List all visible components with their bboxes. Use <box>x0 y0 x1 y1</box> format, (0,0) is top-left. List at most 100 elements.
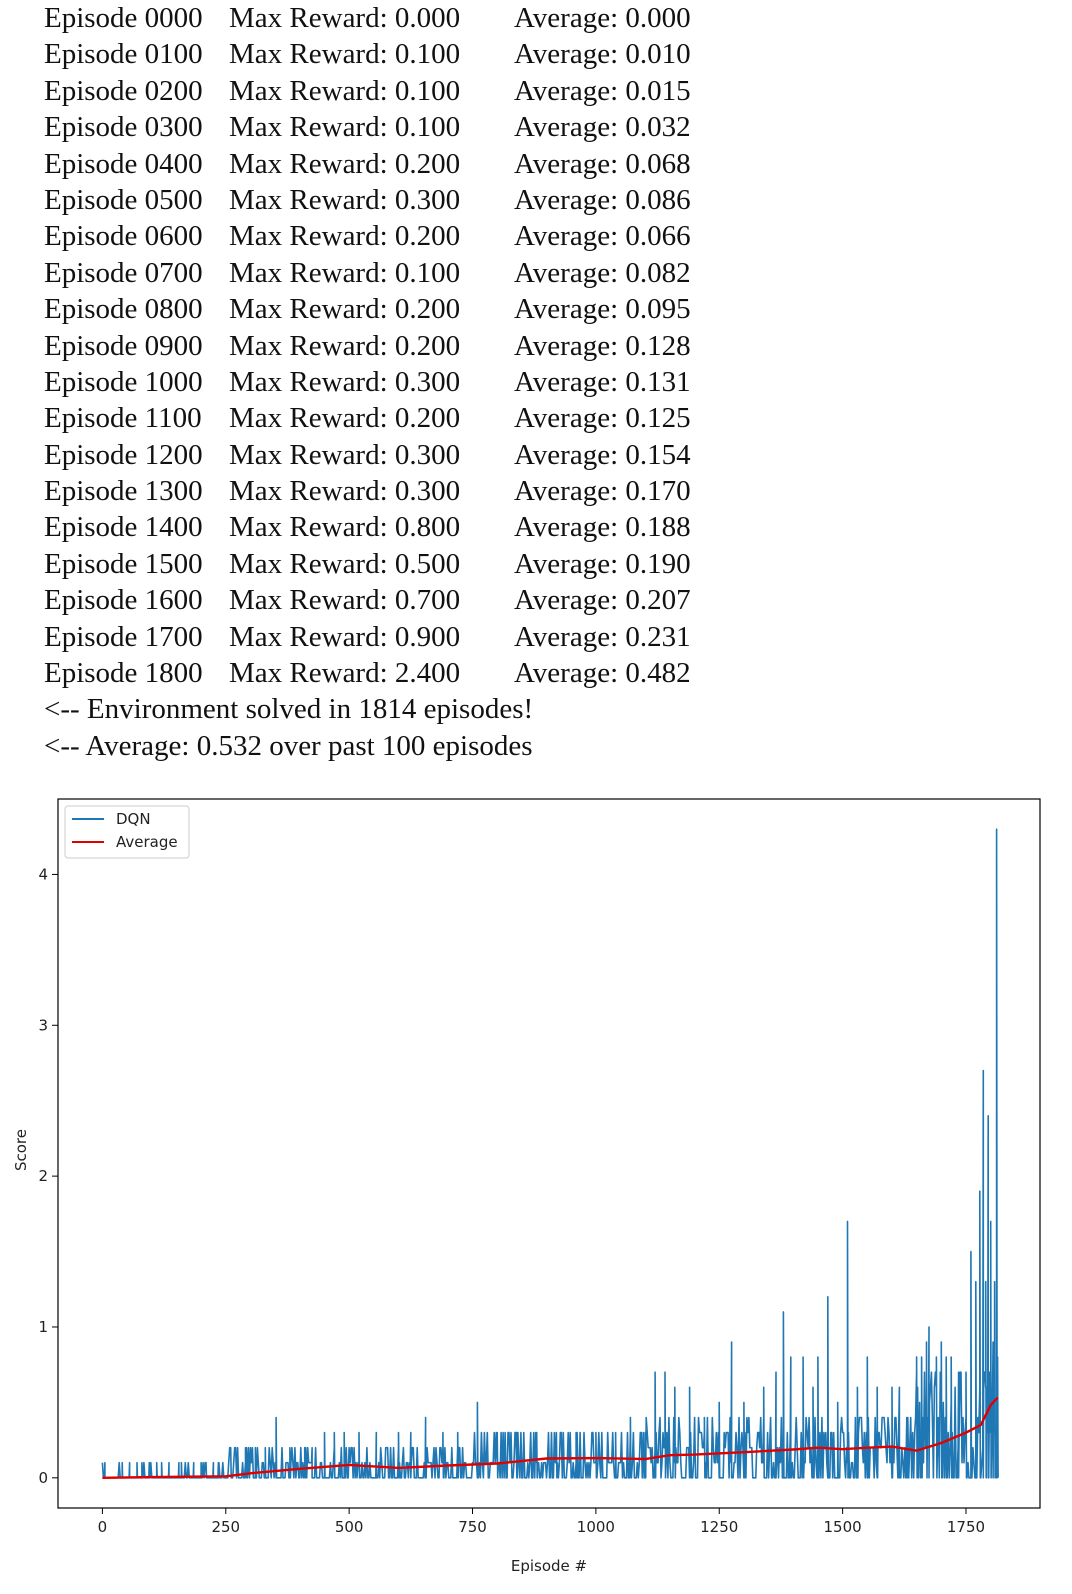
summary-average-message: <-- Average: 0.532 over past 100 episode… <box>44 728 1044 764</box>
average-label: Average: 0.066 <box>514 220 691 253</box>
x-tick-label: 1250 <box>700 1518 738 1536</box>
log-line: Episode 1000 Max Reward: 0.300 Average: 0.… <box>44 364 1044 400</box>
episode-label: Episode 1400 <box>44 511 203 544</box>
legend-average-label: Average <box>116 833 178 851</box>
x-tick-label: 500 <box>335 1518 364 1536</box>
average-label: Average: 0.082 <box>514 256 691 289</box>
max-reward-label: Max Reward: 0.200 <box>229 147 461 180</box>
dqn-series-line <box>101 828 999 1479</box>
average-label: Average: 0.231 <box>514 620 691 653</box>
max-reward-label: Max Reward: 0.200 <box>229 220 461 253</box>
episode-label: Episode 1500 <box>44 547 203 580</box>
log-line: Episode 0000 Max Reward: 0.000 Average: 0.… <box>44 0 1044 36</box>
average-label: Average: 0.068 <box>514 147 691 180</box>
episode-label: Episode 1000 <box>44 365 203 398</box>
log-line: Episode 0400 Max Reward: 0.200 Average: 0.… <box>44 146 1044 182</box>
log-line: Episode 1500 Max Reward: 0.500 Average: 0.… <box>44 546 1044 582</box>
episode-label: Episode 0600 <box>44 220 203 253</box>
y-tick-label: 2 <box>38 1167 48 1185</box>
episode-label: Episode 0500 <box>44 183 203 216</box>
max-reward-label: Max Reward: 0.800 <box>229 511 461 544</box>
average-series-line <box>102 1396 999 1479</box>
summary-average-text: <-- Average: 0.532 over past 100 episode… <box>44 729 533 762</box>
legend: DQN Average <box>64 805 190 859</box>
average-label: Average: 0.207 <box>514 584 691 617</box>
max-reward-label: Max Reward: 0.300 <box>229 365 461 398</box>
average-label: Average: 0.032 <box>514 111 691 144</box>
episode-label: Episode 1100 <box>44 402 202 435</box>
max-reward-label: Max Reward: 0.100 <box>229 256 461 289</box>
log-line: Episode 0700 Max Reward: 0.100 Average: 0.… <box>44 255 1044 291</box>
episode-label: Episode 0900 <box>44 329 203 362</box>
average-label: Average: 0.188 <box>514 511 691 544</box>
score-chart: 0 250 500 750 1000 1250 1500 1750 0 1 2 3 4 Episode … <box>12 798 1041 1575</box>
x-tick-label: 1750 <box>947 1518 985 1536</box>
average-label: Average: 0.010 <box>514 38 691 71</box>
average-label: Average: 0.015 <box>514 74 691 107</box>
log-line: Episode 1400 Max Reward: 0.800 Average: 0.… <box>44 509 1044 545</box>
episode-label: Episode 0700 <box>44 256 203 289</box>
average-label: Average: 0.128 <box>514 329 691 362</box>
episode-label: Episode 0200 <box>44 74 203 107</box>
average-label: Average: 0.125 <box>514 402 691 435</box>
episode-label: Episode 0800 <box>44 293 203 326</box>
log-line: Episode 0100 Max Reward: 0.100 Average: 0.… <box>44 36 1044 72</box>
x-tick-label: 1500 <box>824 1518 862 1536</box>
max-reward-label: Max Reward: 0.500 <box>229 547 461 580</box>
y-tick-label: 3 <box>38 1016 48 1034</box>
max-reward-label: Max Reward: 0.300 <box>229 475 461 508</box>
max-reward-label: Max Reward: 0.300 <box>229 438 461 471</box>
episode-label: Episode 1600 <box>44 584 203 617</box>
y-tick-label: 1 <box>38 1318 48 1336</box>
episode-label: Episode 1300 <box>44 475 203 508</box>
log-line: Episode 0300 Max Reward: 0.100 Average: 0.… <box>44 109 1044 145</box>
average-label: Average: 0.086 <box>514 183 691 216</box>
log-line: Episode 0500 Max Reward: 0.300 Average: 0.… <box>44 182 1044 218</box>
max-reward-label: Max Reward: 0.200 <box>229 402 461 435</box>
y-tick-label: 0 <box>38 1469 48 1487</box>
log-line: Episode 1100 Max Reward: 0.200 Average: 0.… <box>44 400 1044 436</box>
max-reward-label: Max Reward: 0.200 <box>229 293 461 326</box>
max-reward-label: Max Reward: 0.900 <box>229 620 461 653</box>
log-line: Episode 1600 Max Reward: 0.700 Average: 0.… <box>44 582 1044 618</box>
episode-label: Episode 0400 <box>44 147 203 180</box>
episode-label: Episode 1700 <box>44 620 203 653</box>
average-label: Average: 0.000 <box>514 2 691 34</box>
y-tick-label: 4 <box>38 865 48 883</box>
x-tick-label: 250 <box>211 1518 240 1536</box>
max-reward-label: Max Reward: 0.000 <box>229 2 461 34</box>
episode-label: Episode 1200 <box>44 438 203 471</box>
y-axis-label: Score <box>12 1129 30 1171</box>
legend-dqn-label: DQN <box>116 810 151 828</box>
max-reward-label: Max Reward: 0.200 <box>229 329 461 362</box>
average-label: Average: 0.482 <box>514 657 691 690</box>
average-label: Average: 0.095 <box>514 293 691 326</box>
log-line: Episode 0600 Max Reward: 0.200 Average: 0.… <box>44 218 1044 254</box>
episode-label: Episode 0100 <box>44 38 203 71</box>
training-log: Episode 0000 Max Reward: 0.000 Average: 0.… <box>44 0 1044 764</box>
solved-text: <-- Environment solved in 1814 episodes! <box>44 693 534 726</box>
max-reward-label: Max Reward: 2.400 <box>229 657 461 690</box>
log-line: Episode 0900 Max Reward: 0.200 Average: 0.… <box>44 328 1044 364</box>
x-tick-label: 1000 <box>577 1518 615 1536</box>
log-line: Episode 1200 Max Reward: 0.300 Average: 0.… <box>44 437 1044 473</box>
x-tick-label: 0 <box>98 1518 108 1536</box>
max-reward-label: Max Reward: 0.300 <box>229 183 461 216</box>
log-line: Episode 1700 Max Reward: 0.900 Average: 0.… <box>44 619 1044 655</box>
x-axis-label: Episode # <box>511 1557 587 1575</box>
average-label: Average: 0.154 <box>514 438 691 471</box>
episode-label: Episode 0300 <box>44 111 203 144</box>
average-label: Average: 0.170 <box>514 475 691 508</box>
plot-frame <box>57 798 1041 1509</box>
log-line: Episode 0200 Max Reward: 0.100 Average: 0.… <box>44 73 1044 109</box>
log-line: Episode 1300 Max Reward: 0.300 Average: 0.… <box>44 473 1044 509</box>
max-reward-label: Max Reward: 0.100 <box>229 111 461 144</box>
max-reward-label: Max Reward: 0.100 <box>229 38 461 71</box>
log-line: Episode 0800 Max Reward: 0.200 Average: 0.… <box>44 291 1044 327</box>
average-label: Average: 0.131 <box>514 365 691 398</box>
episode-label: Episode 0000 <box>44 2 203 34</box>
max-reward-label: Max Reward: 0.700 <box>229 584 461 617</box>
x-tick-label: 750 <box>458 1518 487 1536</box>
max-reward-label: Max Reward: 0.100 <box>229 74 461 107</box>
episode-label: Episode 1800 <box>44 657 203 690</box>
